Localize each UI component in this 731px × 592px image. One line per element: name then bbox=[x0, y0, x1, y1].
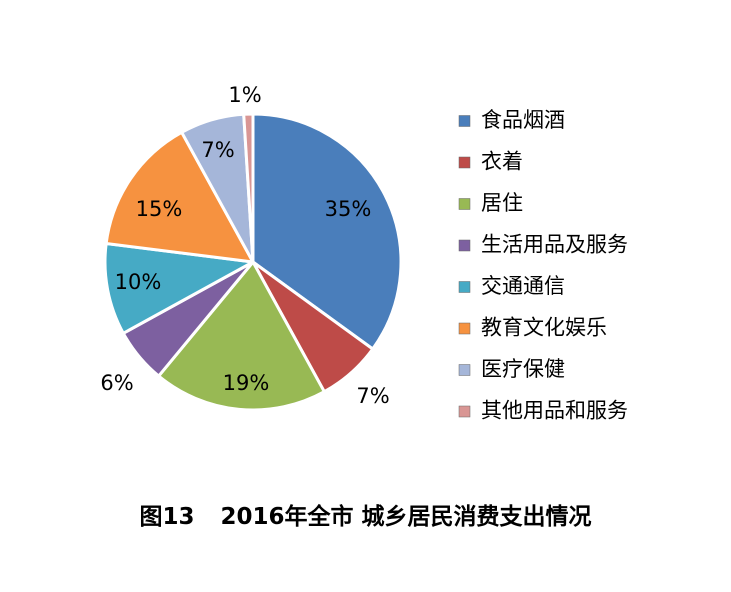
data-label: 7% bbox=[201, 138, 234, 162]
legend-swatch bbox=[458, 322, 471, 335]
data-labels: 35% 7% 19% 6% 10% 15% 7% 1% bbox=[100, 83, 389, 408]
legend-swatch bbox=[458, 156, 471, 169]
legend-label: 其他用品和服务 bbox=[481, 399, 628, 423]
pie-slices bbox=[103, 112, 403, 412]
legend-swatch bbox=[458, 405, 471, 418]
pie-slice bbox=[103, 241, 255, 335]
figure-number: 图13 bbox=[139, 504, 195, 530]
legend-swatch bbox=[458, 239, 471, 252]
data-label: 35% bbox=[325, 197, 372, 221]
legend-swatch bbox=[458, 364, 471, 376]
data-label: 1% bbox=[228, 83, 261, 107]
legend-label: 生活用品及服务 bbox=[481, 233, 628, 257]
figure-caption: 图13 2016年全市 城乡居民消费支出情况 bbox=[0, 497, 731, 531]
legend-swatch bbox=[458, 198, 471, 210]
legend-label: 交通通信 bbox=[481, 274, 565, 298]
data-label: 19% bbox=[223, 371, 270, 395]
pie-slice bbox=[157, 260, 326, 412]
legend-swatch bbox=[458, 281, 471, 293]
pie-slice bbox=[251, 112, 403, 351]
legend-label: 教育文化娱乐 bbox=[481, 316, 607, 340]
legend-label: 衣着 bbox=[481, 150, 523, 174]
pie-slice bbox=[104, 130, 255, 264]
legend-label: 食品烟酒 bbox=[481, 108, 565, 132]
legend-label: 居住 bbox=[481, 191, 523, 215]
data-label: 7% bbox=[356, 384, 389, 408]
legend-swatch bbox=[458, 115, 471, 127]
data-label: 15% bbox=[136, 197, 183, 221]
legend-label: 医疗保健 bbox=[481, 357, 565, 381]
data-label: 10% bbox=[115, 270, 162, 294]
figure-title: 2016年全市 城乡居民消费支出情况 bbox=[220, 504, 592, 530]
data-label: 6% bbox=[100, 371, 133, 395]
pie-slice bbox=[242, 112, 255, 264]
